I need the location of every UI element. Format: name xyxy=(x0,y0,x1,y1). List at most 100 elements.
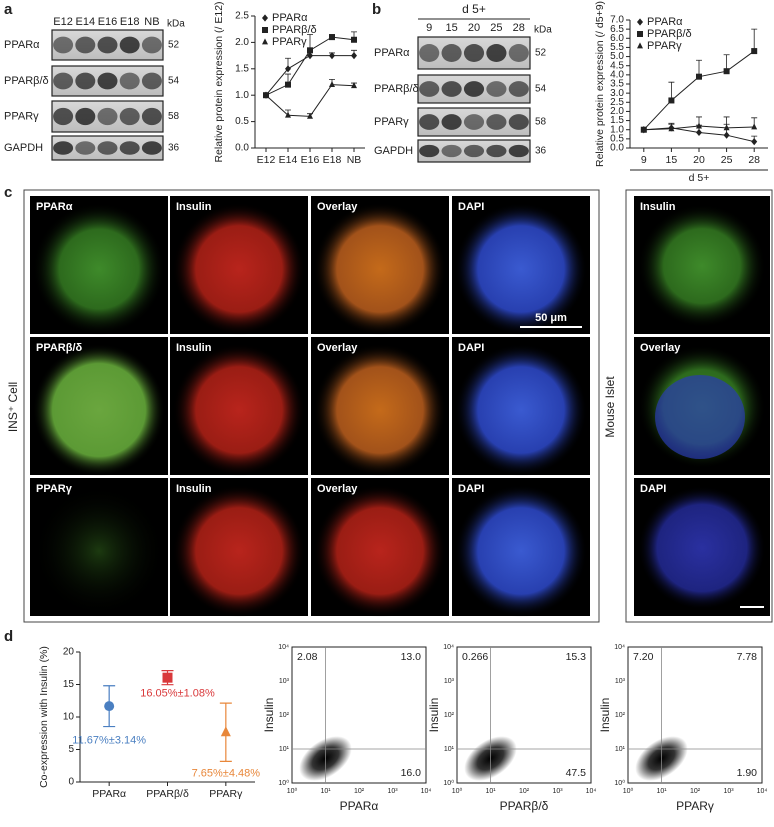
marker xyxy=(723,131,730,139)
blot-band xyxy=(75,107,96,126)
row-label: GAPDH xyxy=(4,142,43,154)
frame xyxy=(23,189,600,623)
y-tick-label: 1.5 xyxy=(235,63,249,74)
y-tick-label: 1.0 xyxy=(235,90,249,101)
x-tick-label: 10¹ xyxy=(320,788,331,795)
channel-label: Overlay xyxy=(640,342,681,354)
cell-cluster xyxy=(172,343,306,477)
marker xyxy=(751,48,758,55)
lane-label: 25 xyxy=(490,22,502,34)
row-label: PPARβ/δ xyxy=(374,83,419,95)
nuclei xyxy=(655,375,745,459)
quadrant-value: 0.266 xyxy=(462,651,488,663)
y-tick-label: 4.5 xyxy=(610,60,624,71)
quadrant-value: 2.08 xyxy=(297,651,318,663)
cell-cluster xyxy=(32,484,166,618)
x-tick-label: 10² xyxy=(354,788,365,795)
blot-band xyxy=(419,144,440,158)
plot-frame xyxy=(456,646,592,784)
y-tick-label: 10³ xyxy=(444,678,455,685)
y-tick-label: 10² xyxy=(615,712,626,719)
y-tick-label: 2.0 xyxy=(235,37,249,48)
legend-label: PPARγ xyxy=(272,36,307,48)
legend-label: PPARγ xyxy=(647,40,682,52)
blot-band xyxy=(97,107,118,126)
x-tick-label: E16 xyxy=(301,154,320,166)
y-axis-title: Insulin xyxy=(598,698,612,733)
marker xyxy=(329,34,335,41)
x-tick-label: PPARγ xyxy=(209,788,243,800)
marker xyxy=(285,81,291,88)
blot-band xyxy=(119,72,140,90)
channel-label: Insulin xyxy=(176,483,212,495)
cell-cluster xyxy=(313,484,447,618)
blot-band xyxy=(141,107,162,126)
lane-label: E14 xyxy=(76,16,96,28)
channel-label: PPARβ/δ xyxy=(36,342,83,354)
blot-band xyxy=(486,144,507,158)
error-bar xyxy=(751,28,758,52)
channel-label: Insulin xyxy=(640,201,676,213)
row-label: PPARβ/δ xyxy=(4,75,49,87)
y-tick-label: 0.0 xyxy=(235,143,249,154)
y-axis-title: Insulin xyxy=(427,698,441,733)
x-tick-label: PPARβ/δ xyxy=(146,788,189,800)
row-label: PPARα xyxy=(374,47,410,59)
y-tick-label: 5 xyxy=(68,744,74,755)
x-tick-label: 25 xyxy=(721,154,733,166)
y-tick-label: 10¹ xyxy=(444,746,455,753)
scale-bar-label: 50 μm xyxy=(535,312,567,324)
blot-band xyxy=(419,114,440,130)
blot-band xyxy=(441,44,462,62)
group-label: INS⁺ Cell xyxy=(6,382,20,432)
cell-cluster xyxy=(454,484,588,618)
lane-label: E16 xyxy=(98,16,118,28)
channel-label: Insulin xyxy=(176,342,212,354)
kda-label: 52 xyxy=(168,40,180,51)
channel-label: PPARγ xyxy=(36,483,73,495)
x-tick-label: PPARα xyxy=(92,788,126,800)
blot-band xyxy=(75,141,96,155)
legend-label: PPARβ/δ xyxy=(647,28,692,40)
blot-band xyxy=(97,36,118,54)
y-tick-label: 1.0 xyxy=(610,124,624,135)
marker xyxy=(668,97,675,104)
cell-cluster xyxy=(638,486,766,610)
blot-band xyxy=(119,36,140,54)
panel-label: c xyxy=(4,184,12,201)
x-tick-label: E14 xyxy=(279,154,298,166)
marker xyxy=(220,726,231,737)
blot-band xyxy=(97,72,118,90)
kda-label: 58 xyxy=(535,117,547,128)
y-tick-label: 10² xyxy=(279,712,290,719)
row-label: PPARγ xyxy=(374,116,409,128)
marker xyxy=(285,65,291,73)
x-tick-label: 10³ xyxy=(552,788,563,795)
marker xyxy=(640,126,647,133)
error-bar xyxy=(668,81,675,101)
y-tick-label: 10³ xyxy=(279,678,290,685)
x-tick-label: 10⁴ xyxy=(757,788,768,795)
x-axis-title: PPARγ xyxy=(676,799,714,813)
x-tick-label: 10⁴ xyxy=(586,788,597,795)
y-tick-label: 6.0 xyxy=(610,33,624,44)
x-tick-label: 10³ xyxy=(723,788,734,795)
marker xyxy=(723,124,730,131)
blot-band xyxy=(53,107,74,126)
channel-label: Overlay xyxy=(317,483,358,495)
blot-band xyxy=(419,44,440,62)
y-tick-label: 4.0 xyxy=(610,69,624,80)
row-label: PPARγ xyxy=(4,110,39,122)
y-tick-label: 10⁴ xyxy=(278,644,289,651)
marker xyxy=(751,138,758,146)
y-tick-label: 0.5 xyxy=(235,116,249,127)
x-tick-label: 28 xyxy=(748,154,760,166)
marker xyxy=(307,112,313,119)
row-label: GAPDH xyxy=(374,145,413,157)
marker xyxy=(637,18,643,26)
x-tick-label: 10⁴ xyxy=(421,788,432,795)
unit-label: kDa xyxy=(534,25,552,36)
y-tick-label: 2.5 xyxy=(610,97,624,108)
y-axis-title: Co-expression with Insulin (%) xyxy=(38,646,50,788)
